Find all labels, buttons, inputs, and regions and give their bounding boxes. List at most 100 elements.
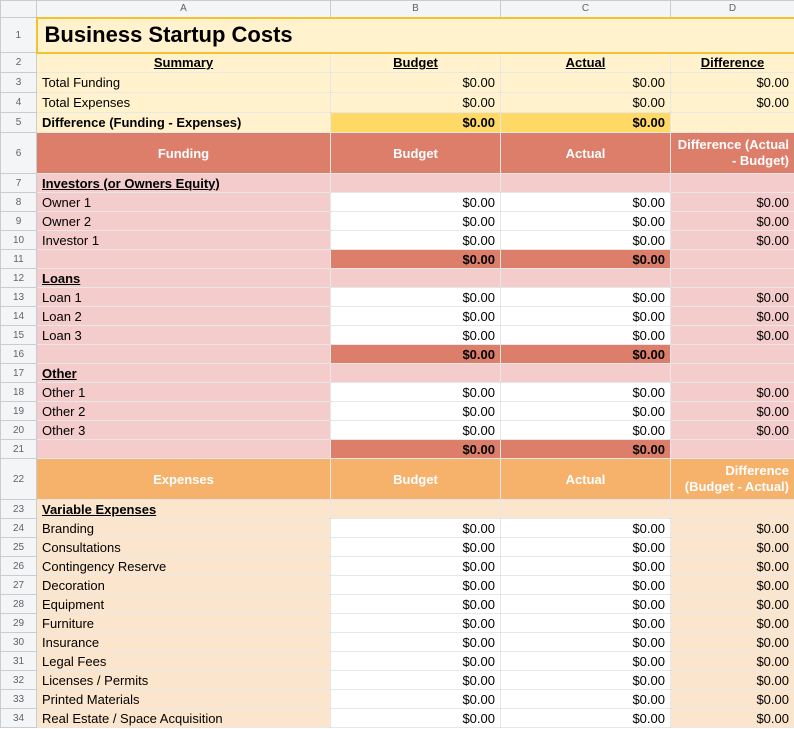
row-header-20[interactable]: 20: [0, 420, 37, 440]
cell-A24[interactable]: Branding: [36, 518, 331, 538]
column-header-B[interactable]: B: [330, 0, 501, 18]
cell-A25[interactable]: Consultations: [36, 537, 331, 557]
cell-C21[interactable]: $0.00: [500, 439, 671, 459]
cell-D18[interactable]: $0.00: [670, 382, 794, 402]
row-header-27[interactable]: 27: [0, 575, 37, 595]
column-header-C[interactable]: C: [500, 0, 671, 18]
cell-B7[interactable]: [330, 173, 501, 193]
cell-D14[interactable]: $0.00: [670, 306, 794, 326]
cell-D30[interactable]: $0.00: [670, 632, 794, 652]
cell-B34[interactable]: $0.00: [330, 708, 501, 728]
row-header-10[interactable]: 10: [0, 230, 37, 250]
cell-D13[interactable]: $0.00: [670, 287, 794, 307]
cell-A29[interactable]: Furniture: [36, 613, 331, 633]
cell-B24[interactable]: $0.00: [330, 518, 501, 538]
row-header-4[interactable]: 4: [0, 92, 37, 113]
cell-C10[interactable]: $0.00: [500, 230, 671, 250]
cell-B13[interactable]: $0.00: [330, 287, 501, 307]
cell-A1[interactable]: Business Startup Costs: [35, 16, 794, 54]
cell-A28[interactable]: Equipment: [36, 594, 331, 614]
row-header-18[interactable]: 18: [0, 382, 37, 402]
cell-C28[interactable]: $0.00: [500, 594, 671, 614]
cell-C19[interactable]: $0.00: [500, 401, 671, 421]
cell-A11[interactable]: [36, 249, 331, 269]
cell-C8[interactable]: $0.00: [500, 192, 671, 212]
cell-C5[interactable]: $0.00: [500, 112, 671, 133]
cell-B25[interactable]: $0.00: [330, 537, 501, 557]
cell-B9[interactable]: $0.00: [330, 211, 501, 231]
cell-C27[interactable]: $0.00: [500, 575, 671, 595]
cell-C17[interactable]: [500, 363, 671, 383]
cell-A3[interactable]: Total Funding: [36, 72, 331, 93]
cell-A19[interactable]: Other 2: [36, 401, 331, 421]
cell-C16[interactable]: $0.00: [500, 344, 671, 364]
cell-A12[interactable]: Loans: [36, 268, 331, 288]
cell-B32[interactable]: $0.00: [330, 670, 501, 690]
cell-A32[interactable]: Licenses / Permits: [36, 670, 331, 690]
cell-D5[interactable]: [670, 112, 794, 133]
cell-D15[interactable]: $0.00: [670, 325, 794, 345]
cell-C3[interactable]: $0.00: [500, 72, 671, 93]
cell-B16[interactable]: $0.00: [330, 344, 501, 364]
cell-D32[interactable]: $0.00: [670, 670, 794, 690]
cell-B27[interactable]: $0.00: [330, 575, 501, 595]
cell-B30[interactable]: $0.00: [330, 632, 501, 652]
row-header-26[interactable]: 26: [0, 556, 37, 576]
cell-C20[interactable]: $0.00: [500, 420, 671, 440]
cell-D23[interactable]: [670, 499, 794, 519]
cell-A13[interactable]: Loan 1: [36, 287, 331, 307]
row-header-23[interactable]: 23: [0, 499, 37, 519]
cell-B29[interactable]: $0.00: [330, 613, 501, 633]
cell-D27[interactable]: $0.00: [670, 575, 794, 595]
cell-D25[interactable]: $0.00: [670, 537, 794, 557]
row-header-19[interactable]: 19: [0, 401, 37, 421]
cell-C23[interactable]: [500, 499, 671, 519]
cell-A16[interactable]: [36, 344, 331, 364]
cell-B2[interactable]: Budget: [330, 52, 501, 73]
cell-C11[interactable]: $0.00: [500, 249, 671, 269]
cell-A30[interactable]: Insurance: [36, 632, 331, 652]
cell-A14[interactable]: Loan 2: [36, 306, 331, 326]
cell-C15[interactable]: $0.00: [500, 325, 671, 345]
row-header-28[interactable]: 28: [0, 594, 37, 614]
row-header-31[interactable]: 31: [0, 651, 37, 671]
cell-A20[interactable]: Other 3: [36, 420, 331, 440]
row-header-29[interactable]: 29: [0, 613, 37, 633]
row-header-17[interactable]: 17: [0, 363, 37, 383]
cell-A7[interactable]: Investors (or Owners Equity): [36, 173, 331, 193]
row-header-14[interactable]: 14: [0, 306, 37, 326]
cell-B14[interactable]: $0.00: [330, 306, 501, 326]
cell-B3[interactable]: $0.00: [330, 72, 501, 93]
row-header-6[interactable]: 6: [0, 132, 37, 174]
column-header-A[interactable]: A: [36, 0, 331, 18]
cell-C9[interactable]: $0.00: [500, 211, 671, 231]
row-header-32[interactable]: 32: [0, 670, 37, 690]
row-header-24[interactable]: 24: [0, 518, 37, 538]
cell-B12[interactable]: [330, 268, 501, 288]
row-header-15[interactable]: 15: [0, 325, 37, 345]
cell-B6[interactable]: Budget: [330, 132, 501, 174]
cell-A26[interactable]: Contingency Reserve: [36, 556, 331, 576]
cell-A4[interactable]: Total Expenses: [36, 92, 331, 113]
row-header-7[interactable]: 7: [0, 173, 37, 193]
cell-D33[interactable]: $0.00: [670, 689, 794, 709]
cell-B21[interactable]: $0.00: [330, 439, 501, 459]
cell-A34[interactable]: Real Estate / Space Acquisition: [36, 708, 331, 728]
cell-D28[interactable]: $0.00: [670, 594, 794, 614]
cell-D11[interactable]: [670, 249, 794, 269]
cell-B8[interactable]: $0.00: [330, 192, 501, 212]
cell-C22[interactable]: Actual: [500, 458, 671, 500]
cell-C29[interactable]: $0.00: [500, 613, 671, 633]
cell-D19[interactable]: $0.00: [670, 401, 794, 421]
cell-C32[interactable]: $0.00: [500, 670, 671, 690]
cell-B5[interactable]: $0.00: [330, 112, 501, 133]
cell-D24[interactable]: $0.00: [670, 518, 794, 538]
column-header-D[interactable]: D: [670, 0, 794, 18]
cell-B20[interactable]: $0.00: [330, 420, 501, 440]
cell-B18[interactable]: $0.00: [330, 382, 501, 402]
cell-A33[interactable]: Printed Materials: [36, 689, 331, 709]
cell-A21[interactable]: [36, 439, 331, 459]
cell-C25[interactable]: $0.00: [500, 537, 671, 557]
row-header-21[interactable]: 21: [0, 439, 37, 459]
cell-D8[interactable]: $0.00: [670, 192, 794, 212]
